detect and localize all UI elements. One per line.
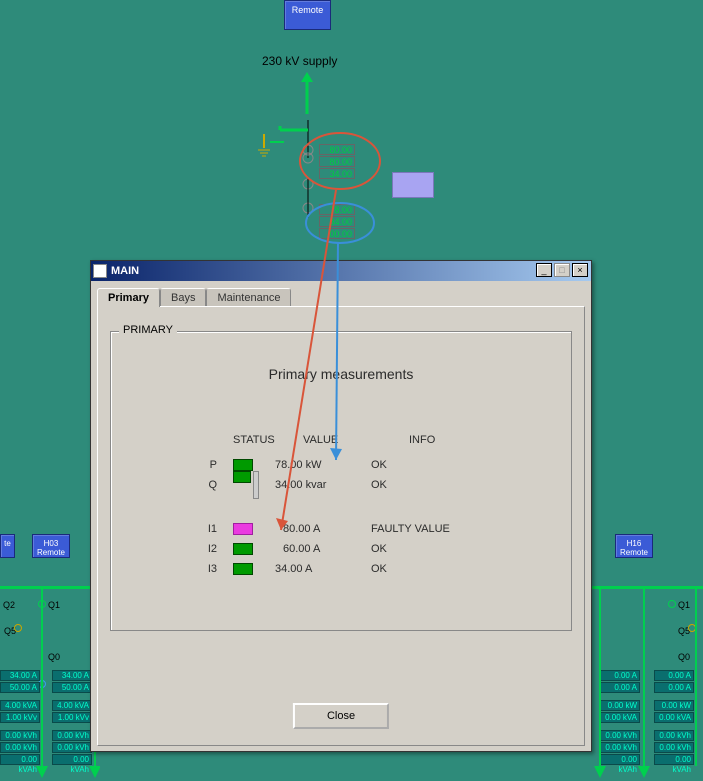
row-i3-info: OK — [371, 563, 481, 575]
app-icon — [93, 264, 107, 278]
row-i1-status — [233, 523, 253, 535]
schematic-arrow-up — [299, 72, 315, 114]
close-button[interactable]: Close — [293, 703, 389, 729]
remote-left-l1: H03 — [44, 539, 59, 548]
row-i3-label: I3 — [201, 563, 217, 575]
row-q-value: 34.00 kvar — [275, 479, 355, 491]
annotation-ellipse-blue — [303, 200, 377, 246]
remote-button-right[interactable]: H16 Remote — [615, 534, 653, 558]
row-i1-label: I1 — [201, 523, 217, 535]
col-info: INFO — [409, 434, 435, 446]
row-p-info: OK — [371, 459, 481, 471]
row-i2-value: 60.00 A — [275, 543, 355, 555]
bottom-arrows-left — [0, 586, 100, 781]
row-i1: I1 80.00 A FAULTY VALUE — [201, 520, 481, 538]
titlebar[interactable]: MAIN _ □ × — [91, 261, 591, 281]
tab-page: PRIMARY Primary measurements STATUS VALU… — [97, 306, 585, 746]
remote-button-top-label: Remote — [292, 5, 324, 15]
close-window-button[interactable]: × — [572, 263, 588, 277]
primary-group: PRIMARY Primary measurements STATUS VALU… — [110, 331, 572, 631]
main-window: MAIN _ □ × Primary Bays Maintenance PRIM… — [90, 260, 592, 752]
remote-left-l2: Remote — [37, 548, 65, 557]
row-p-status — [233, 459, 253, 471]
row-q: Q 34.00 kvar OK — [201, 476, 481, 494]
tabs: Primary Bays Maintenance — [97, 287, 591, 306]
group-title: PRIMARY — [119, 324, 177, 336]
tab-primary[interactable]: Primary — [97, 288, 160, 307]
remote-right-l2: Remote — [620, 548, 648, 557]
row-i2-label: I2 — [201, 543, 217, 555]
row-i1-info: FAULTY VALUE — [371, 523, 481, 535]
maximize-button[interactable]: □ — [554, 263, 570, 277]
remote-button-left[interactable]: H03 Remote — [32, 534, 70, 558]
measurements-title: Primary measurements — [125, 366, 557, 382]
minimize-button[interactable]: _ — [536, 263, 552, 277]
row-i3: I3 34.00 A OK — [201, 560, 481, 578]
row-i3-value: 34.00 A — [275, 563, 355, 575]
remote-right-l1: H16 — [627, 539, 642, 548]
row-i2: I2 60.00 A OK — [201, 540, 481, 558]
row-q-status — [233, 471, 251, 483]
row-i3-status — [233, 563, 253, 575]
remote-button-edge[interactable]: te — [0, 534, 15, 558]
row-i2-info: OK — [371, 543, 481, 555]
row-p-value: 78.00 kW — [275, 459, 355, 471]
tab-bays[interactable]: Bays — [160, 288, 206, 307]
row-i1-value: 80.00 A — [275, 523, 355, 535]
annotation-ellipse-red — [296, 130, 384, 192]
row-q-info: OK — [371, 479, 481, 491]
remote-button-top[interactable]: Remote — [284, 0, 331, 30]
col-value: VALUE — [303, 434, 338, 446]
row-i2-status — [233, 543, 253, 555]
row-q-label: Q — [201, 479, 217, 491]
row-q-bar — [253, 471, 259, 499]
remote-edge-l2: te — [4, 539, 11, 548]
row-p-label: P — [201, 459, 217, 471]
tab-maintenance[interactable]: Maintenance — [206, 288, 291, 307]
col-status: STATUS — [233, 434, 275, 446]
supply-label: 230 kV supply — [262, 54, 337, 68]
window-title: MAIN — [111, 265, 139, 277]
bottom-arrows-right — [592, 586, 703, 781]
purple-box — [392, 172, 434, 198]
